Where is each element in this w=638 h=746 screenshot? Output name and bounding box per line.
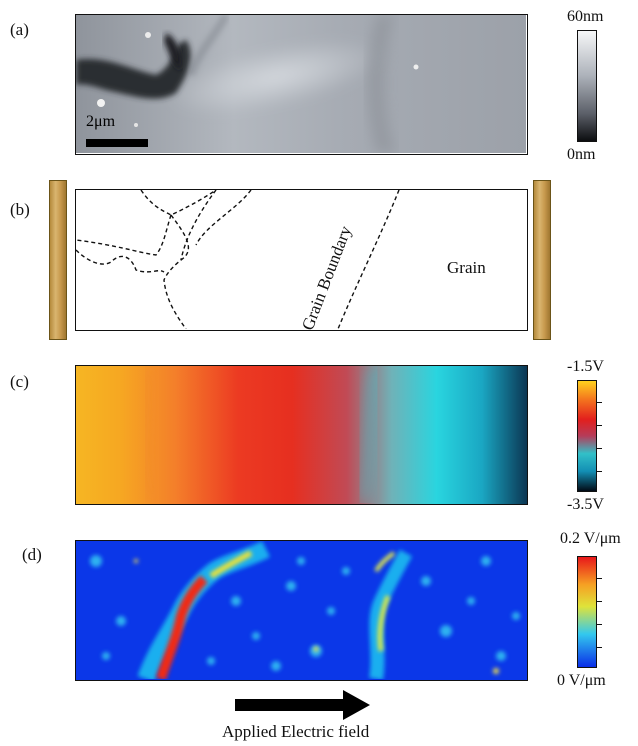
potential-colorbar-tick [597,448,602,449]
field-colorbar-min: 0 V/μm [557,672,606,689]
grain-boundary-lines [76,190,400,329]
electric-field-map [75,540,528,681]
potential-colorbar-max: -1.5V [567,358,604,375]
panel-d-label: (d) [22,545,42,564]
panel-a-label: (a) [10,20,29,39]
field-colorbar-tick [597,601,602,602]
potential-colorbar-tick [597,471,602,472]
panel-c-label: (c) [10,372,29,391]
field-colorbar [577,556,597,668]
electric-field-arrow-icon [235,690,370,720]
scale-bar-label: 2μm [86,113,116,130]
panel-b-label: (b) [10,200,30,219]
right-electrode [533,180,551,340]
potential-colorbar-tick [597,402,602,403]
potential-colorbar-tick [597,425,602,426]
applied-field-caption: Applied Electric field [222,722,370,741]
field-colorbar-tick [597,624,602,625]
topography-image: 2μm [75,14,528,155]
field-hotspots [90,541,520,679]
scale-bar [86,139,148,147]
topography-colorbar-max: 60nm [567,8,604,25]
potential-colorbar-min: -3.5V [567,496,604,513]
potential-map [75,365,528,505]
topography-colorbar-min: 0nm [567,146,596,163]
topography-colorbar [577,30,597,142]
topography-render [76,15,526,153]
field-colorbar-tick [597,647,602,648]
field-colorbar-tick [597,578,602,579]
potential-texture [137,366,383,503]
grain-schematic: Grain Boundary Grain [75,189,528,333]
potential-colorbar [577,380,597,492]
field-colorbar-max: 0.2 V/μm [560,530,621,547]
left-electrode [49,180,67,340]
grain-label: Grain [447,258,486,277]
